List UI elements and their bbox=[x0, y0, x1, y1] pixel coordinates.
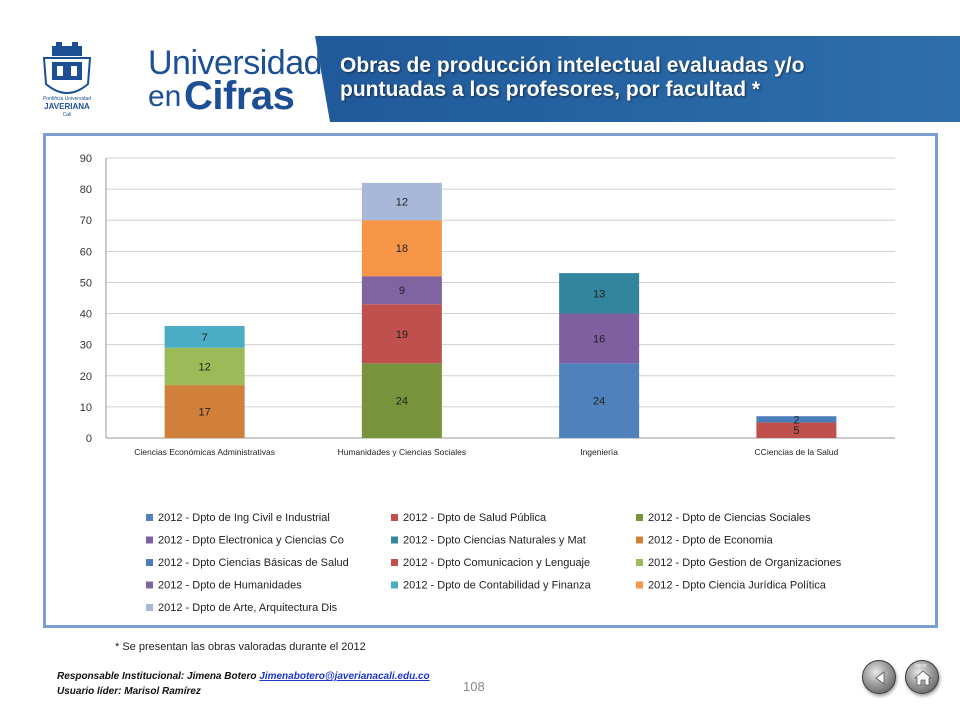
data-label: 24 bbox=[593, 396, 605, 408]
bar-segment bbox=[361, 220, 442, 277]
footnote: * Se presentan las obras valoradas duran… bbox=[115, 641, 366, 653]
data-label: 24 bbox=[396, 396, 408, 408]
home-icon bbox=[913, 670, 933, 686]
data-label: 17 bbox=[199, 407, 211, 419]
bar-segment bbox=[164, 385, 245, 438]
brand-cifras: Cifras bbox=[184, 74, 295, 118]
x-tick-label: Ciencias Económicas Administrativas bbox=[134, 447, 275, 457]
bar-segment bbox=[361, 276, 442, 305]
legend-entry: 2012 - Dpto Ciencias Naturales y Mat bbox=[403, 535, 586, 547]
legend-entry: 2012 - Dpto de Economia bbox=[648, 535, 774, 547]
legend-entry: 2012 - Dpto Gestion de Organizaciones bbox=[648, 557, 842, 569]
legend-swatch bbox=[146, 581, 153, 589]
y-tick-label: 50 bbox=[80, 277, 92, 289]
data-label: 13 bbox=[593, 288, 605, 300]
page-number: 108 bbox=[463, 679, 485, 694]
home-label: Inicio bbox=[915, 663, 927, 669]
y-tick-label: 90 bbox=[80, 153, 92, 165]
bar-segment bbox=[756, 416, 837, 423]
logo-panel: Pontificia Universidad JAVERIANA Cali Un… bbox=[0, 36, 330, 122]
legend-entry: 2012 - Dpto Ciencia Jurídica Política bbox=[648, 580, 827, 592]
y-tick-label: 80 bbox=[80, 184, 92, 196]
data-label: 18 bbox=[396, 243, 408, 255]
responsible-label: Responsable Institucional: Jimena Botero bbox=[57, 671, 260, 682]
bar-segment bbox=[756, 422, 837, 438]
data-label: 5 bbox=[793, 425, 799, 437]
back-button[interactable] bbox=[862, 660, 896, 694]
data-label: 16 bbox=[593, 333, 605, 345]
legend-swatch bbox=[391, 536, 398, 544]
data-label: 19 bbox=[396, 329, 408, 341]
data-label: 2 bbox=[793, 414, 799, 426]
responsible-line: Responsable Institucional: Jimena Botero… bbox=[57, 671, 430, 682]
stacked-bar-chart: 0 10 20 30 40 50 60 70 80 90 17 12 7 Ciencias Económi… bbox=[80, 153, 895, 614]
responsible-email-link[interactable]: Jimenabotero@javerianacali.edu.co bbox=[259, 671, 430, 682]
bar-segment bbox=[361, 304, 442, 364]
bar-segment bbox=[164, 347, 245, 386]
page-title-line1: Obras de producción intelectual evaluada… bbox=[340, 54, 805, 77]
legend-swatch bbox=[146, 536, 153, 544]
x-tick-label: Humanidades y Ciencias Sociales bbox=[338, 447, 467, 457]
y-tick-label: 10 bbox=[80, 402, 92, 414]
seal-text-bottom: JAVERIANA bbox=[44, 102, 90, 111]
legend-entry: 2012 - Dpto de Humanidades bbox=[158, 580, 302, 592]
y-tick-label: 20 bbox=[80, 371, 92, 383]
y-tick-label: 70 bbox=[80, 215, 92, 227]
seal-text-top: Pontificia Universidad bbox=[43, 96, 91, 102]
x-tick-label: CCiencias de la Salud bbox=[755, 447, 839, 457]
page-title: Obras de producción intelectual evaluada… bbox=[340, 54, 940, 102]
bar-segment bbox=[361, 182, 442, 221]
y-tick-label: 60 bbox=[80, 246, 92, 258]
legend-entry: 2012 - Dpto de Ing Civil e Industrial bbox=[158, 512, 330, 524]
bar-segment bbox=[164, 326, 245, 348]
legend-entry: 2012 - Dpto de Contabilidad y Finanza bbox=[403, 580, 592, 592]
home-button[interactable]: Inicio bbox=[905, 660, 939, 694]
brand-universidad: Universidad bbox=[148, 44, 323, 82]
legend-swatch bbox=[391, 581, 398, 589]
data-label: 12 bbox=[396, 197, 408, 209]
data-label: 7 bbox=[202, 332, 208, 344]
chart-frame: 0 10 20 30 40 50 60 70 80 90 17 12 7 Ciencias Económi… bbox=[43, 133, 938, 628]
legend-entry: 2012 - Dpto Electronica y Ciencias Co bbox=[158, 535, 344, 547]
y-tick-label: 40 bbox=[80, 309, 92, 321]
legend-swatch bbox=[636, 514, 643, 521]
back-arrow-icon bbox=[875, 671, 885, 685]
legend-entry: 2012 - Dpto Comunicacion y Lenguaje bbox=[403, 557, 590, 569]
legend-swatch bbox=[636, 581, 643, 589]
bar-segment bbox=[559, 363, 640, 438]
legend-swatch bbox=[391, 559, 398, 566]
legend-swatch bbox=[636, 536, 643, 544]
brand-en: en bbox=[148, 80, 182, 113]
legend-entry: 2012 - Dpto de Arte, Arquitectura Dis bbox=[158, 602, 338, 614]
legend-entry: 2012 - Dpto Ciencias Básicas de Salud bbox=[158, 557, 349, 569]
seal-text-city: Cali bbox=[63, 112, 72, 118]
legend-swatch bbox=[146, 514, 153, 521]
legend-swatch bbox=[146, 559, 153, 566]
data-label: 12 bbox=[199, 361, 211, 373]
legend-entry: 2012 - Dpto de Salud Pública bbox=[403, 512, 547, 524]
bar-segment bbox=[559, 273, 640, 314]
legend-swatch bbox=[391, 514, 398, 521]
data-label: 9 bbox=[399, 285, 405, 297]
bar-segment bbox=[361, 363, 442, 438]
university-seal-icon: Pontificia Universidad JAVERIANA Cali bbox=[42, 42, 91, 118]
page-title-line2: puntuadas a los profesores, por facultad… bbox=[340, 78, 761, 101]
y-tick-label: 0 bbox=[86, 433, 92, 445]
header-banner: Pontificia Universidad JAVERIANA Cali Un… bbox=[0, 36, 960, 122]
legend-entry: 2012 - Dpto de Ciencias Sociales bbox=[648, 512, 811, 524]
legend-swatch bbox=[636, 559, 643, 566]
legend-swatch bbox=[146, 604, 153, 611]
x-tick-label: Ingeniería bbox=[580, 447, 618, 457]
leader-line: Usuario líder: Marisol Ramírez bbox=[57, 686, 201, 697]
bar-segment bbox=[559, 313, 640, 364]
y-tick-label: 30 bbox=[80, 340, 92, 352]
